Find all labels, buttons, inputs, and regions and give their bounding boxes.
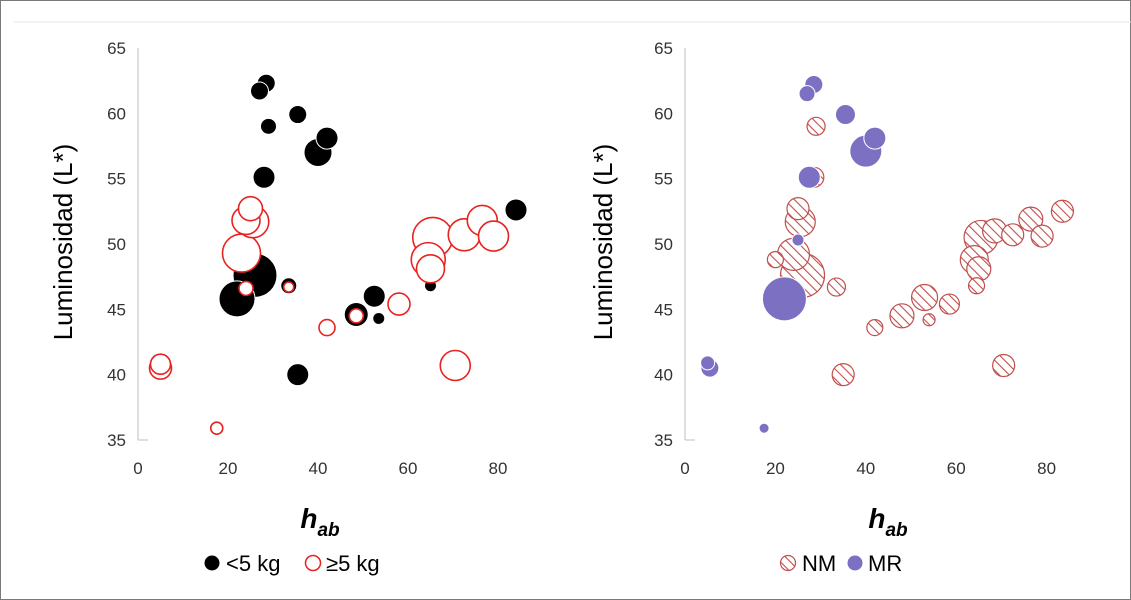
point-lt5kg	[315, 126, 339, 150]
y-tick-label: 40	[654, 366, 673, 385]
point-nm	[992, 353, 1016, 378]
right-x-ticks: 0 20 40 60 80	[680, 459, 1056, 478]
point-nm	[1018, 206, 1044, 232]
x-tick-label: 40	[309, 459, 328, 478]
y-tick-label: 60	[654, 104, 673, 123]
point-mr	[797, 165, 821, 189]
left-plot-area	[148, 73, 528, 436]
point-mr	[761, 276, 807, 322]
point-mr	[700, 355, 716, 371]
point-lt5kg	[260, 117, 277, 135]
y-tick-label: 65	[107, 39, 126, 58]
point-nm	[766, 251, 785, 269]
point-ge5kg	[318, 318, 336, 337]
point-nm	[866, 318, 884, 337]
point-mr	[863, 126, 887, 150]
point-nm	[967, 277, 986, 295]
x-tick-label: 20	[766, 459, 785, 478]
point-ge5kg	[221, 233, 262, 273]
left-chart: Luminosidad (L*) 35 40 45 50 55 60 65 0 20 40 60 8…	[48, 39, 528, 576]
point-lt5kg	[252, 165, 276, 189]
point-lt5kg	[286, 363, 310, 387]
point-mr	[758, 422, 770, 434]
point-lt5kg	[362, 284, 386, 308]
x-tick-label: 60	[947, 459, 966, 478]
left-y-ticks: 35 40 45 50 55 60 65	[107, 39, 126, 450]
y-tick-label: 35	[107, 431, 126, 450]
x-tick-label: 40	[856, 459, 875, 478]
point-nm	[831, 363, 855, 387]
point-nm	[826, 277, 847, 297]
right-y-axis-label: Luminosidad (L*)	[588, 144, 618, 341]
x-tick-label: 0	[680, 459, 689, 478]
y-tick-label: 55	[107, 170, 126, 189]
legend-label-nm: NM	[802, 551, 836, 576]
point-mr	[798, 85, 816, 103]
x-tick-label: 0	[133, 459, 142, 478]
y-tick-label: 50	[107, 235, 126, 254]
point-nm	[966, 256, 992, 282]
point-ge5kg	[387, 292, 411, 316]
left-legend: <5 kg ≥5 kg	[204, 551, 380, 576]
point-ge5kg	[149, 353, 172, 375]
left-y-axis-label: Luminosidad (L*)	[48, 144, 78, 341]
legend-marker-ge5	[304, 554, 322, 572]
point-nm	[1050, 199, 1075, 223]
point-lt5kg	[372, 311, 386, 325]
legend-label-lt5: <5 kg	[226, 551, 280, 576]
point-lt5kg	[504, 198, 528, 222]
point-ge5kg	[282, 281, 295, 293]
right-plot-area	[700, 74, 1075, 434]
y-tick-label: 45	[107, 300, 126, 319]
right-chart: Luminosidad (L*) 35 40 45 50 55 60 65 0 20 40 60 8…	[588, 39, 1075, 576]
y-tick-label: 60	[107, 104, 126, 123]
legend-marker-mr	[847, 555, 863, 571]
y-tick-label: 35	[654, 431, 673, 450]
x-tick-label: 60	[399, 459, 418, 478]
x-tick-label: 80	[1037, 459, 1056, 478]
legend-label-mr: MR	[868, 551, 902, 576]
point-nm	[806, 116, 826, 136]
point-ge5kg	[415, 253, 446, 284]
left-x-ticks: 0 20 40 60 80	[133, 459, 507, 478]
y-tick-label: 45	[654, 300, 673, 319]
legend-marker-lt5	[204, 555, 220, 571]
x-tick-label: 20	[219, 459, 238, 478]
point-nm	[938, 293, 961, 315]
point-nm	[786, 197, 810, 221]
point-nm	[910, 283, 939, 312]
point-ge5kg	[348, 308, 365, 324]
legend-marker-nm	[779, 554, 797, 572]
y-tick-label: 65	[654, 39, 673, 58]
point-nm	[1030, 224, 1054, 248]
point-ge5kg	[237, 195, 264, 222]
point-lt5kg	[250, 81, 269, 101]
point-nm	[889, 303, 915, 329]
point-nm	[922, 313, 936, 327]
x-tick-label: 80	[489, 459, 508, 478]
point-nm	[1001, 223, 1025, 247]
left-x-axis-label: hab	[300, 503, 340, 541]
right-x-axis-label: hab	[868, 503, 908, 541]
point-mr	[791, 233, 805, 247]
right-legend: NM MR	[779, 551, 902, 576]
point-lt5kg	[288, 105, 308, 125]
y-tick-label: 55	[654, 170, 673, 189]
point-mr	[834, 104, 856, 126]
y-tick-label: 40	[107, 366, 126, 385]
right-y-ticks: 35 40 45 50 55 60 65	[654, 39, 673, 450]
point-ge5kg	[439, 349, 472, 382]
y-tick-label: 50	[654, 235, 673, 254]
point-ge5kg	[209, 421, 224, 436]
point-ge5kg	[477, 220, 510, 252]
point-ge5kg	[238, 280, 254, 297]
legend-label-ge5: ≥5 kg	[326, 551, 380, 576]
